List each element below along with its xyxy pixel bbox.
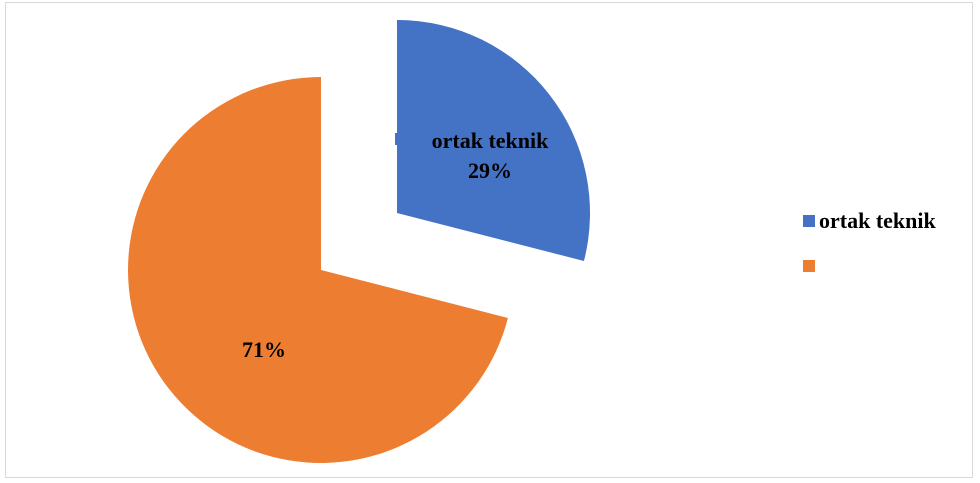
legend: ortak teknik const data = JSON.parse(doc… (803, 207, 936, 297)
legend-swatch-other (803, 260, 815, 272)
data-label-value-other: 71% (242, 337, 286, 362)
legend-label-ortak-teknik: ortak teknik (819, 208, 936, 233)
legend-item-ortak-teknik: ortak teknik (803, 207, 936, 235)
pie-slice-ortak-teknik (397, 20, 591, 261)
pie-slice-other (128, 77, 508, 463)
data-label-value-ortak-teknik: 29% (468, 158, 512, 183)
data-label-key-ortak-teknik (395, 133, 401, 145)
data-label-category-ortak-teknik: ortak teknik (432, 128, 550, 153)
legend-item-other (803, 252, 936, 280)
legend-swatch-ortak-teknik (803, 215, 815, 227)
